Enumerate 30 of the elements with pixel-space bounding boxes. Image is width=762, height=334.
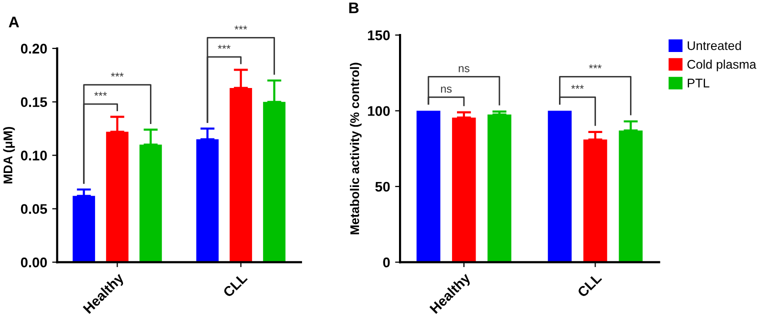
y-axis-title: MDA (μM) [3, 127, 15, 184]
chart-title: B [349, 2, 359, 14]
y-tick-label: 150 [368, 30, 390, 40]
text: *** [234, 26, 248, 30]
bar [416, 110, 440, 262]
legend-label: Cold plasma [687, 60, 756, 72]
legend-label: Untreated [688, 40, 741, 50]
y-tick-label: 0.20 [20, 44, 47, 54]
annotation: *** [218, 44, 230, 49]
legend-label: PTL [688, 78, 710, 88]
y-tick-label: 0.10 [20, 150, 47, 160]
annotation: *** [110, 72, 124, 77]
bar [548, 110, 572, 262]
bar [452, 118, 476, 262]
annotation: ns [458, 66, 470, 72]
x-tick-label: CLL [576, 272, 602, 298]
y-tick-label: 0.15 [20, 97, 48, 108]
bar [488, 114, 512, 262]
y-tick-label: 50 [375, 182, 390, 192]
annotation: *** [571, 84, 584, 89]
annotation: *** [588, 64, 602, 68]
chart-title: A [8, 16, 20, 28]
annotation: *** [94, 92, 107, 96]
y-tick-label: 0 [383, 258, 390, 268]
y-tick-label: 0.05 [20, 204, 48, 214]
x-tick-label: CLL [222, 272, 248, 298]
y-axis-title: Metabolic activity (% control) [350, 62, 362, 234]
y-tick-label: 100 [368, 106, 390, 116]
y-tick-label: 0.00 [20, 258, 47, 268]
annotation: ns [441, 86, 452, 93]
